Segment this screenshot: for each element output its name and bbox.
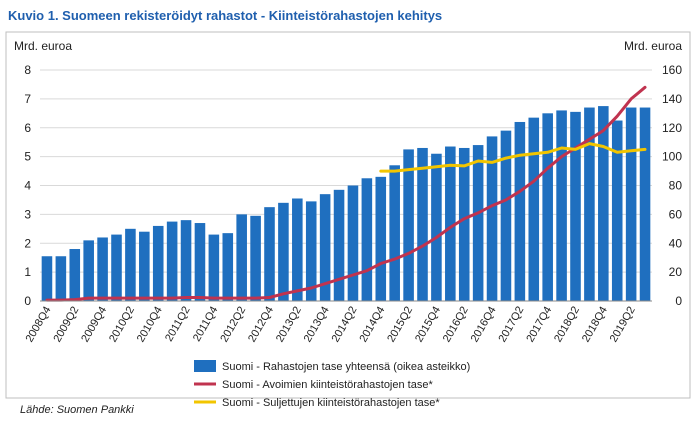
bar xyxy=(125,228,136,301)
bar xyxy=(556,110,567,301)
bar xyxy=(361,178,373,301)
y-left-tick-label: 2 xyxy=(24,236,31,250)
bar xyxy=(528,117,540,301)
chart-frame xyxy=(5,31,691,399)
y-left-tick-label: 0 xyxy=(24,294,31,308)
x-tick-label: 2009Q4 xyxy=(79,305,109,345)
bar xyxy=(458,147,470,301)
bar xyxy=(375,176,387,301)
x-tick-label: 2012Q2 xyxy=(218,305,248,345)
y-right-tick-label: 140 xyxy=(662,92,682,106)
bar xyxy=(236,214,247,301)
y-right-tick-label: 40 xyxy=(669,236,683,250)
bar xyxy=(208,234,220,301)
bar xyxy=(250,215,261,301)
y-right-tick-label: 160 xyxy=(662,63,682,77)
bar xyxy=(152,225,164,301)
bar xyxy=(55,256,67,301)
y-left-tick-label: 7 xyxy=(24,92,31,106)
x-tick-label: 2016Q2 xyxy=(441,305,471,345)
x-tick-label: 2013Q2 xyxy=(274,305,304,345)
y-left-tick-label: 6 xyxy=(24,121,31,135)
y-right-tick-label: 20 xyxy=(669,265,683,279)
x-tick-label: 2016Q4 xyxy=(469,304,499,344)
bar xyxy=(69,249,81,301)
bar xyxy=(180,220,192,301)
x-tick-label: 2015Q2 xyxy=(385,305,415,345)
x-tick-label: 2010Q2 xyxy=(107,305,137,345)
y-left-tick-label: 5 xyxy=(24,150,31,164)
bar xyxy=(639,107,651,301)
x-tick-label: 2013Q4 xyxy=(302,305,332,345)
legend-label: Suomi - Suljettujen kiinteistörahastojen… xyxy=(222,397,440,409)
y-right-tick-label: 80 xyxy=(669,179,683,193)
x-tick-label: 2014Q4 xyxy=(357,305,387,345)
bar xyxy=(625,107,637,301)
bar xyxy=(584,107,595,301)
bar xyxy=(598,106,609,301)
y-left-tick-label: 8 xyxy=(24,63,31,77)
chart-title: Kuvio 1. Suomeen rekisteröidyt rahastot … xyxy=(8,8,443,23)
bar xyxy=(278,202,289,301)
bar xyxy=(445,146,456,301)
x-tick-label: 2017Q2 xyxy=(496,305,526,345)
bar xyxy=(319,194,331,301)
bar xyxy=(166,221,178,301)
bar xyxy=(514,121,526,301)
x-tick-label: 2010Q4 xyxy=(135,305,165,345)
y-right-tick-label: 100 xyxy=(662,150,682,164)
bar xyxy=(139,231,150,301)
x-tick-label: 2018Q2 xyxy=(552,305,582,345)
y-right-tick-label: 120 xyxy=(662,121,682,135)
bar xyxy=(542,113,553,301)
y-left-tick-label: 1 xyxy=(24,265,31,279)
y-right-tick-label: 60 xyxy=(669,207,683,221)
bar xyxy=(333,189,345,301)
y-right-tick-label: 0 xyxy=(675,294,682,308)
x-tick-label: 2012Q4 xyxy=(246,305,276,345)
bar xyxy=(264,207,275,301)
series-line-open-funds xyxy=(45,85,647,302)
bar xyxy=(570,111,581,302)
y-left-unit-label: Mrd. euroa xyxy=(14,39,72,53)
x-tick-label: 2011Q2 xyxy=(163,305,193,344)
y-left-tick-label: 3 xyxy=(24,207,31,221)
bar xyxy=(389,165,400,301)
bar xyxy=(194,223,206,301)
x-tick-label: 2017Q4 xyxy=(524,305,554,345)
bar xyxy=(41,256,53,301)
bar xyxy=(500,130,512,301)
bar xyxy=(111,234,122,301)
legend-swatch-bars xyxy=(194,360,216,372)
bar xyxy=(472,145,484,301)
x-tick-label: 2018Q4 xyxy=(580,305,610,345)
legend-label: Suomi - Avoimien kiinteistörahastojen ta… xyxy=(222,379,433,391)
y-left-tick-label: 4 xyxy=(24,179,31,193)
bar xyxy=(431,153,442,301)
series-line-closed-funds xyxy=(379,142,647,173)
x-tick-label: 2014Q2 xyxy=(330,305,360,345)
bar xyxy=(97,237,108,301)
y-right-unit-label: Mrd. euroa xyxy=(624,39,682,53)
x-tick-label: 2008Q4 xyxy=(24,305,54,345)
legend-label: Suomi - Rahastojen tase yhteensä (oikea … xyxy=(222,361,470,373)
bar xyxy=(611,120,623,301)
bar xyxy=(417,147,428,301)
bar xyxy=(305,201,317,301)
x-tick-label: 2009Q2 xyxy=(51,305,81,345)
bar xyxy=(403,149,414,301)
bar xyxy=(222,233,234,301)
source-note: Lähde: Suomen Pankki xyxy=(20,404,134,416)
bar xyxy=(486,136,498,301)
x-tick-label: 2015Q4 xyxy=(413,305,443,345)
bar xyxy=(83,240,94,301)
x-tick-label: 2019Q2 xyxy=(608,305,638,345)
bar xyxy=(292,198,303,301)
x-tick-label: 2011Q4 xyxy=(191,305,221,344)
bar xyxy=(347,185,359,301)
